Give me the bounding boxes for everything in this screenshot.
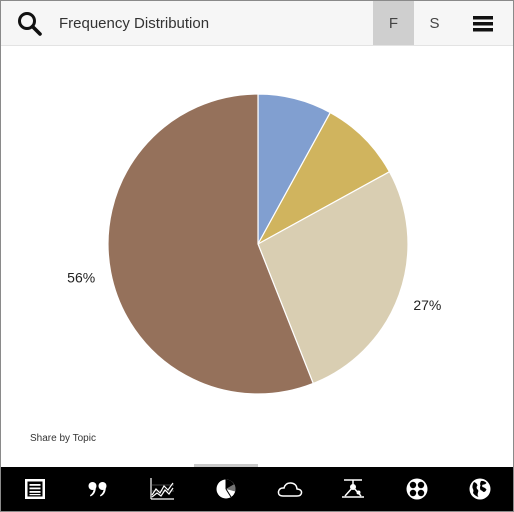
page-title: Frequency Distribution [59,15,210,32]
nav-line-chart-icon[interactable] [130,467,193,511]
nav-globe-icon[interactable] [448,467,511,511]
toggle-frequency[interactable]: F [373,1,414,45]
document-icon [24,479,45,499]
line-chart-icon [149,478,174,500]
nav-document-icon[interactable] [3,467,66,511]
pie-chart-icon [216,479,236,499]
pie-slice-2[interactable] [257,170,409,385]
nav-cluster-icon[interactable] [385,467,448,511]
chart-caption: Share by Topic [30,433,96,444]
pie-chart: 27% 56% [67,93,441,395]
chart-area: 27% 56% Share by Topic [1,46,513,464]
quote-icon [88,482,106,497]
nav-pie-chart-icon[interactable] [194,467,257,511]
pie-label-3: 56% [67,270,95,286]
header-bar: Frequency Distribution F S [1,1,513,46]
network-icon [341,479,364,498]
globe-icon [469,478,490,500]
bottom-nav [1,467,513,511]
pie-label-2: 27% [413,297,441,313]
cloud-icon [277,482,302,497]
pie-slice-3[interactable] [107,93,314,395]
cluster-icon [406,478,427,500]
nav-quote-icon[interactable] [66,467,129,511]
menu-icon[interactable] [471,13,495,35]
nav-cloud-icon[interactable] [258,467,321,511]
toggle-share[interactable]: S [429,14,440,32]
pie-slice-1[interactable] [256,111,391,246]
search-icon[interactable] [15,9,45,39]
nav-network-icon[interactable] [321,467,384,511]
